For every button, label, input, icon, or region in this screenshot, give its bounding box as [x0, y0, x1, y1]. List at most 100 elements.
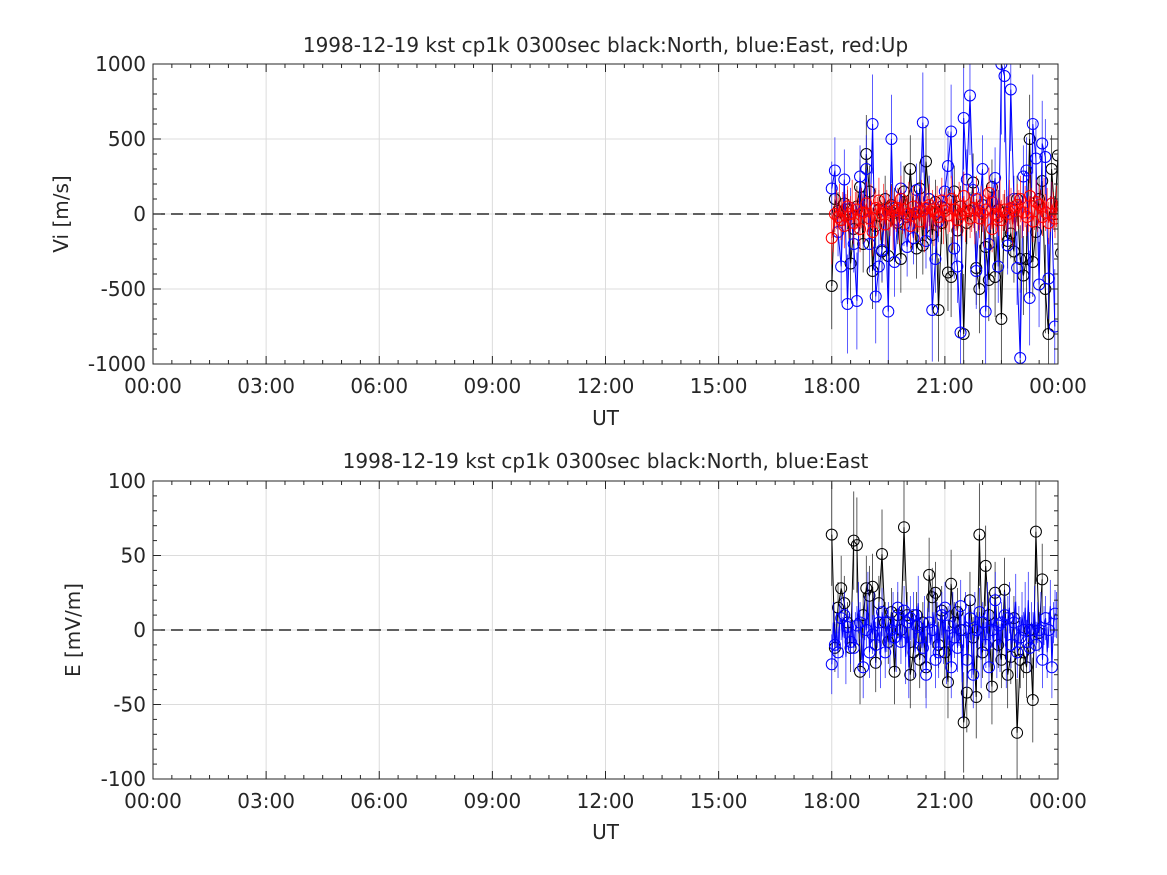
velocity-point-east — [835, 260, 848, 273]
efield-point-east — [1005, 638, 1018, 651]
efield-point-east — [998, 609, 1011, 622]
efield-point-east — [828, 638, 841, 651]
efield-point-east — [957, 624, 970, 636]
velocity-point-up — [832, 211, 845, 223]
velocity-point-up — [1008, 205, 1021, 217]
velocity-x-tick-label: 03:00 — [237, 374, 295, 398]
efield-point-east — [1023, 641, 1036, 654]
efield-point-east — [1045, 661, 1058, 674]
velocity-point-north — [995, 313, 1008, 325]
efield-point-east — [904, 612, 917, 625]
velocity-point-east — [841, 298, 854, 310]
velocity-point-north — [1023, 133, 1036, 145]
velocity-point-up — [951, 214, 964, 226]
velocity-point-east — [982, 238, 995, 250]
efield-point-east — [1014, 631, 1027, 644]
velocity-point-east — [863, 238, 876, 250]
velocity-point-up — [1062, 210, 1073, 221]
efield-point-east — [923, 616, 936, 629]
velocity-point-north — [857, 238, 870, 250]
efield-series-east — [825, 571, 1058, 719]
velocity-point-up — [901, 208, 914, 220]
velocity-point-east — [1004, 83, 1017, 96]
velocity-x-tick-label: 15:00 — [690, 374, 748, 398]
velocity-point-east — [992, 260, 1005, 273]
velocity-point-east — [919, 235, 932, 247]
efield-point-east — [1011, 646, 1024, 659]
efield-point-east — [964, 612, 977, 625]
velocity-y-tick-label: -500 — [101, 277, 146, 301]
velocity-point-up — [960, 205, 973, 217]
velocity-point-up — [844, 208, 857, 220]
efield-point-north — [976, 646, 989, 659]
velocity-point-east — [951, 260, 964, 273]
efield-point-north — [1029, 525, 1042, 538]
velocity-point-north — [904, 163, 917, 175]
velocity-point-up — [857, 206, 870, 219]
velocity-point-east — [1023, 292, 1036, 304]
velocity-point-up — [1059, 204, 1070, 215]
efield-point-north — [866, 580, 879, 593]
efield-point-north — [888, 665, 901, 678]
efield-point-east — [854, 616, 867, 629]
efield-x-tick-label: 03:00 — [237, 789, 295, 813]
velocity-point-east — [954, 326, 967, 339]
efield-point-north — [876, 548, 889, 561]
velocity-point-up — [1045, 197, 1058, 210]
efield-point-east — [863, 646, 876, 659]
velocity-point-east — [963, 89, 976, 102]
velocity-point-east — [1001, 239, 1014, 252]
efield-y-tick-label: 50 — [121, 544, 146, 568]
efield-point-north — [945, 577, 958, 590]
velocity-point-up — [967, 202, 980, 214]
velocity-point-north — [1087, 192, 1098, 203]
efield-point-north — [825, 528, 838, 541]
velocity-point-up — [1055, 200, 1058, 210]
efield-point-east — [938, 601, 951, 614]
efield-point-east — [885, 624, 898, 636]
velocity-point-north — [1106, 290, 1117, 301]
velocity-point-up — [888, 205, 901, 217]
velocity-point-up — [863, 212, 876, 225]
efield-point-east — [989, 594, 1002, 607]
velocity-point-north — [1071, 128, 1082, 139]
velocity-point-east — [916, 116, 929, 129]
efield-point-east — [825, 658, 838, 671]
velocity-point-north — [1042, 328, 1055, 340]
efield-point-east — [910, 619, 923, 632]
velocity-x-tick-label: 12:00 — [577, 374, 635, 398]
efield-point-east — [1008, 616, 1021, 629]
velocity-y-tick-label: -1000 — [88, 352, 146, 376]
efield-point-east — [844, 635, 857, 648]
efield-point-north — [904, 668, 917, 681]
efield-point-east — [1017, 624, 1030, 636]
velocity-point-north — [1074, 204, 1085, 215]
velocity-x-tick-label: 18:00 — [803, 374, 861, 398]
velocity-point-north — [945, 271, 958, 283]
efield-point-east — [1033, 624, 1046, 636]
velocity-point-east — [838, 173, 851, 186]
efield-point-east — [935, 609, 948, 622]
efield-point-east — [970, 624, 983, 636]
efield-point-north — [860, 582, 873, 595]
velocity-point-east — [976, 163, 989, 175]
efield-point-east — [1027, 624, 1040, 636]
efield-y-axis-label: E [mV/m] — [61, 583, 85, 677]
efield-point-east — [894, 635, 907, 648]
velocity-point-up — [869, 202, 882, 214]
velocity-point-up — [957, 190, 970, 202]
efield-point-east — [916, 641, 929, 654]
efield-point-east — [932, 646, 945, 659]
velocity-point-north — [894, 253, 907, 265]
efield-point-east — [951, 641, 964, 654]
velocity-point-up — [926, 203, 939, 216]
velocity-point-east — [860, 163, 873, 175]
efield-point-east — [986, 624, 999, 636]
efield-point-north — [973, 528, 986, 541]
efield-chart-title: 1998-12-19 kst cp1k 0300sec black:North,… — [343, 449, 869, 473]
velocity-point-east — [957, 112, 970, 124]
efield-x-tick-label: 09:00 — [464, 789, 522, 813]
velocity-point-north — [1081, 177, 1092, 188]
velocity-point-north — [1055, 247, 1058, 259]
velocity-point-north — [982, 274, 995, 286]
